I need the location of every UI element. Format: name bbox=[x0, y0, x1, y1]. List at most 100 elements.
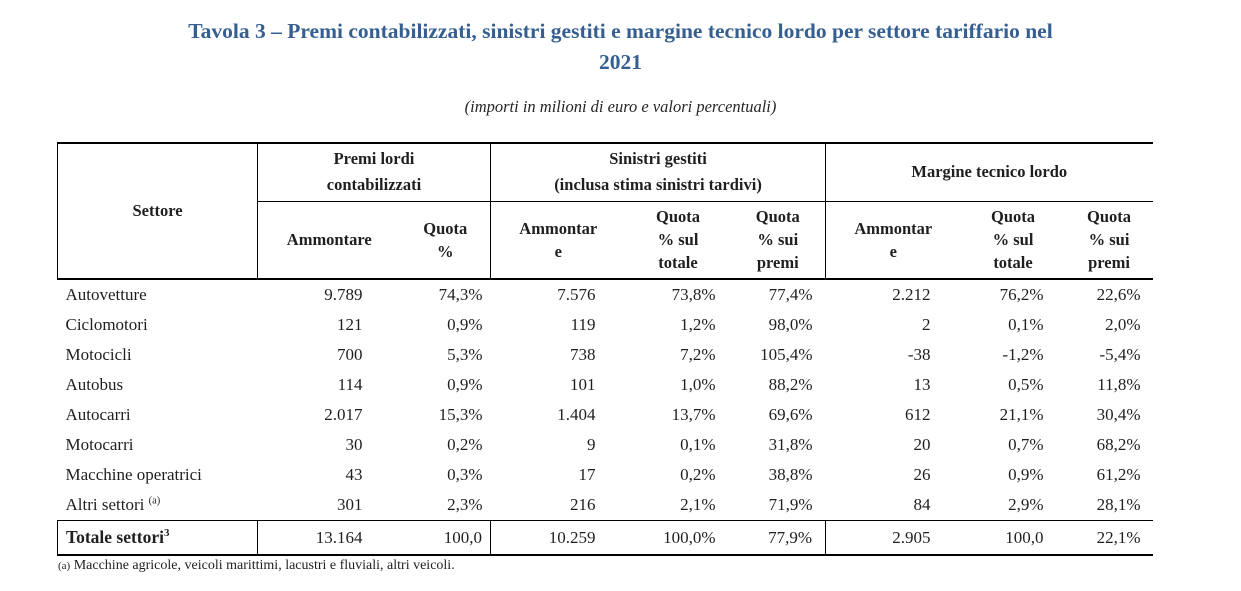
sector-name: Motocarri bbox=[65, 435, 134, 454]
total-footnote-ref: 3 bbox=[164, 527, 170, 540]
sector-name: Autovetture bbox=[65, 285, 147, 304]
column-header-margine-quota-totale: Quota % sul totale bbox=[960, 201, 1066, 280]
cell-margine-quota-totale: 0,1% bbox=[1008, 315, 1044, 334]
cell-margine-ammontare: -38 bbox=[907, 345, 931, 364]
cell-sinistri-quota-premi: 98,0% bbox=[768, 315, 813, 334]
total-sinistri-quota-totale: 100,0% bbox=[625, 520, 731, 556]
group-header-row: Settore Premi lordi contabilizzati Sinis… bbox=[57, 142, 1153, 280]
cell-sinistri-quota-premi: 71,9% bbox=[768, 495, 813, 514]
cell-sinistri-quota-totale: 2,1% bbox=[680, 495, 716, 514]
page-subtitle: (importi in milioni di euro e valori per… bbox=[464, 97, 777, 116]
cell-sinistri-quota-totale: 7,2% bbox=[680, 345, 716, 364]
cell-sinistri-ammontare: 738 bbox=[570, 345, 596, 364]
cell-premi-quota: 0,9% bbox=[447, 315, 483, 334]
cell-margine-quota-totale: 2,9% bbox=[1008, 495, 1044, 514]
cell-premi-ammontare: 114 bbox=[337, 375, 363, 394]
cell-margine-ammontare: 20 bbox=[913, 435, 931, 454]
cell-margine-quota-totale: 0,7% bbox=[1008, 435, 1044, 454]
footnote-marker: (a) bbox=[58, 560, 71, 572]
cell-margine-quota-premi: 2,0% bbox=[1105, 315, 1141, 334]
table-row: Altri settori (a) 301 2,3% 216 2,1% 71,9% 84 2,… bbox=[58, 490, 1153, 521]
sub-header-row: Ammontare Quota % Ammontar e Quota % sul… bbox=[58, 201, 1153, 280]
cell-margine-quota-premi: 11,8% bbox=[1097, 375, 1141, 394]
cell-premi-quota: 2,3% bbox=[447, 495, 483, 514]
cell-sinistri-quota-totale: 73,8% bbox=[671, 285, 716, 304]
cell-premi-quota: 0,3% bbox=[447, 465, 483, 484]
cell-margine-ammontare: 2.212 bbox=[892, 285, 931, 304]
cell-margine-quota-totale: 0,5% bbox=[1008, 375, 1044, 394]
cell-margine-quota-premi: 28,1% bbox=[1096, 495, 1141, 514]
cell-premi-ammontare: 30 bbox=[345, 435, 363, 454]
cell-margine-ammontare: 26 bbox=[913, 465, 931, 484]
cell-margine-quota-premi: 61,2% bbox=[1096, 465, 1141, 484]
footnote-text: Macchine agricole, veicoli marittimi, la… bbox=[73, 558, 455, 573]
cell-premi-ammontare: 700 bbox=[337, 345, 363, 364]
group-header-margine-tecnico: Margine tecnico lordo bbox=[825, 142, 1153, 202]
sector-name: Macchine operatrici bbox=[65, 465, 202, 484]
cell-margine-quota-totale: 21,1% bbox=[999, 405, 1044, 424]
column-header-margine-ammontare: Ammontar e bbox=[825, 201, 961, 280]
group-header-premi-lordi: Premi lordi contabilizzati bbox=[257, 142, 491, 202]
column-header-sinistri-quota-premi: Quota % sui premi bbox=[730, 201, 826, 280]
table-row: Motocarri 30 0,2% 9 0,1% 31,8% 20 0,7% 68,2% bbox=[58, 430, 1153, 460]
cell-sinistri-quota-totale: 13,7% bbox=[671, 405, 716, 424]
table-row: Motocicli 700 5,3% 738 7,2% 105,4% -38 -1,2% -5,… bbox=[58, 340, 1153, 370]
cell-sinistri-ammontare: 216 bbox=[570, 495, 596, 514]
total-sinistri-ammontare: 10.259 bbox=[490, 520, 626, 556]
cell-sinistri-ammontare: 9 bbox=[587, 435, 596, 454]
total-margine-quota-premi: 22,1% bbox=[1065, 520, 1153, 556]
table-row: Autovetture 9.789 74,3% 7.576 73,8% 77,4% 2.21… bbox=[58, 279, 1153, 310]
cell-sinistri-ammontare: 1.404 bbox=[557, 405, 596, 424]
cell-premi-quota: 74,3% bbox=[438, 285, 483, 304]
sector-name: Autocarri bbox=[65, 405, 131, 424]
table-row: Ciclomotori 121 0,9% 119 1,2% 98,0% 2 0,1% 2,0% bbox=[58, 310, 1153, 340]
cell-margine-quota-totale: 0,9% bbox=[1008, 465, 1044, 484]
table-row: Autocarri 2.017 15,3% 1.404 13,7% 69,6% 612 21,… bbox=[58, 400, 1153, 430]
cell-margine-ammontare: 2 bbox=[922, 315, 931, 334]
cell-premi-quota: 5,3% bbox=[447, 345, 483, 364]
total-premi-quota: 100,0 bbox=[400, 520, 491, 556]
table-row: Autobus 114 0,9% 101 1,0% 88,2% 13 0,5% 11,8% bbox=[58, 370, 1153, 400]
cell-premi-ammontare: 9.789 bbox=[324, 285, 363, 304]
cell-margine-quota-premi: -5,4% bbox=[1099, 345, 1141, 364]
cell-margine-quota-totale: -1,2% bbox=[1002, 345, 1044, 364]
cell-margine-ammontare: 84 bbox=[913, 495, 931, 514]
total-label-text: Totale settori bbox=[66, 527, 165, 547]
column-header-settore: Settore bbox=[57, 142, 258, 280]
cell-sinistri-quota-premi: 77,4% bbox=[768, 285, 813, 304]
cell-sinistri-quota-premi: 31,8% bbox=[768, 435, 813, 454]
total-sinistri-quota-premi: 77,9% bbox=[730, 520, 826, 556]
cell-margine-quota-premi: 68,2% bbox=[1096, 435, 1141, 454]
cell-margine-ammontare: 13 bbox=[913, 375, 931, 394]
sector-name: Motocicli bbox=[65, 345, 132, 364]
cell-sinistri-quota-totale: 0,1% bbox=[680, 435, 716, 454]
column-header-sinistri-quota-totale: Quota % sul totale bbox=[625, 201, 731, 280]
cell-premi-quota: 0,2% bbox=[447, 435, 483, 454]
cell-sinistri-ammontare: 119 bbox=[570, 315, 596, 334]
cell-premi-quota: 0,9% bbox=[447, 375, 483, 394]
cell-sinistri-quota-totale: 0,2% bbox=[680, 465, 716, 484]
cell-sinistri-ammontare: 101 bbox=[570, 375, 596, 394]
cell-premi-quota: 15,3% bbox=[438, 405, 483, 424]
premi-sinistri-margine-table: Settore Premi lordi contabilizzati Sinis… bbox=[57, 142, 1153, 556]
total-margine-quota-totale: 100,0 bbox=[960, 520, 1066, 556]
column-header-sinistri-ammontare: Ammontar e bbox=[490, 201, 626, 280]
total-margine-ammontare: 2.905 bbox=[825, 520, 961, 556]
column-header-margine-quota-premi: Quota % sui premi bbox=[1065, 201, 1153, 280]
cell-sinistri-quota-premi: 88,2% bbox=[768, 375, 813, 394]
column-header-premi-quota: Quota % bbox=[400, 201, 491, 280]
cell-premi-ammontare: 301 bbox=[337, 495, 363, 514]
cell-premi-ammontare: 43 bbox=[345, 465, 363, 484]
cell-margine-ammontare: 612 bbox=[905, 405, 931, 424]
sector-name: Altri settori (a) bbox=[65, 495, 161, 514]
cell-sinistri-quota-premi: 69,6% bbox=[768, 405, 813, 424]
sector-name: Autobus bbox=[65, 375, 124, 394]
cell-sinistri-quota-premi: 105,4% bbox=[760, 345, 813, 364]
cell-margine-quota-totale: 76,2% bbox=[999, 285, 1044, 304]
cell-margine-quota-premi: 30,4% bbox=[1096, 405, 1141, 424]
cell-margine-quota-premi: 22,6% bbox=[1096, 285, 1141, 304]
cell-premi-ammontare: 121 bbox=[337, 315, 363, 334]
table-row: Macchine operatrici 43 0,3% 17 0,2% 38,8% 26 0,… bbox=[58, 460, 1153, 490]
total-row: Totale settori3 13.164 100,0 10.259 100,… bbox=[57, 520, 1153, 556]
cell-sinistri-quota-totale: 1,0% bbox=[680, 375, 716, 394]
